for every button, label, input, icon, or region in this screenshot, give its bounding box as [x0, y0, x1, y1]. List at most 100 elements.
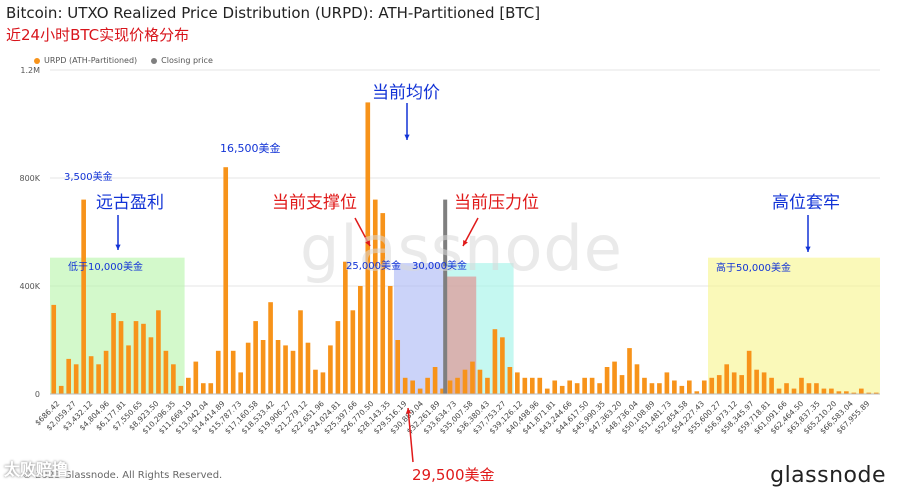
bar — [529, 377, 535, 394]
bar — [163, 350, 169, 394]
bar — [215, 350, 221, 394]
annotation-29500: 29,500美金 — [412, 466, 495, 484]
bar — [716, 375, 722, 394]
bar — [844, 391, 849, 394]
bar — [268, 302, 273, 394]
bar — [761, 372, 767, 394]
annotation-25000: 25,000美金 — [346, 261, 401, 272]
bar — [567, 380, 573, 394]
bar — [694, 391, 700, 394]
bar — [372, 199, 378, 394]
bar — [821, 388, 827, 394]
bar — [365, 102, 371, 395]
bar — [574, 383, 580, 394]
bar — [357, 286, 363, 394]
annotation-far-profit: 远古盈利 — [96, 193, 164, 213]
annotation-below-10k: 低于10,000美金 — [68, 262, 143, 273]
zone-below-10k — [50, 257, 185, 394]
legend-dot-closing — [151, 57, 158, 64]
bar — [73, 364, 79, 394]
bar — [462, 369, 468, 394]
bar — [260, 340, 266, 394]
bar — [402, 377, 408, 394]
bar — [701, 380, 707, 394]
bar — [851, 392, 857, 394]
bar — [290, 350, 296, 394]
bar — [410, 380, 415, 394]
arrow-avg-price — [404, 103, 410, 140]
y-tick-label: 400K — [19, 282, 40, 291]
bar — [873, 392, 879, 394]
arrow-29500 — [405, 407, 414, 463]
bar — [724, 364, 730, 394]
annotation-high-trapped: 高位套牢 — [772, 193, 840, 213]
bar — [515, 372, 520, 394]
bar — [537, 377, 543, 394]
bar — [455, 377, 460, 394]
bar — [156, 310, 161, 394]
bar — [769, 377, 774, 394]
bar — [627, 348, 632, 394]
bar — [672, 380, 677, 394]
bar — [552, 380, 558, 394]
bar — [118, 321, 124, 394]
bar — [597, 383, 602, 394]
bar — [836, 391, 842, 394]
bar — [829, 388, 834, 394]
bar — [507, 367, 513, 394]
bar — [238, 372, 243, 394]
bar — [440, 388, 445, 394]
bar — [425, 377, 430, 394]
bar — [96, 364, 101, 394]
annotation-bar-16500: 16,500美金 — [220, 142, 281, 155]
bar — [305, 342, 311, 394]
chart-subtitle: 近24小时BTC实现价格分布 — [6, 26, 190, 44]
bar — [470, 361, 475, 394]
logo-watermark: 太败赔撸 — [4, 460, 69, 479]
bar — [81, 199, 86, 394]
annotation-resistance: 当前压力位 — [454, 193, 539, 213]
bar — [642, 377, 647, 394]
zone-above-50k — [708, 257, 880, 394]
bar — [679, 385, 685, 394]
bar — [343, 261, 348, 394]
bar — [589, 377, 595, 394]
legend-item-urpd[interactable]: URPD (ATH-Partitioned) — [34, 56, 137, 65]
bar — [133, 321, 139, 394]
bar — [746, 350, 752, 394]
bar — [320, 372, 326, 394]
bar — [66, 358, 72, 394]
bar — [380, 213, 386, 394]
bar — [485, 377, 490, 394]
annotation-support: 当前支撑位 — [272, 193, 357, 213]
bar — [447, 380, 453, 394]
arrow-far-profit — [115, 215, 121, 250]
bar — [88, 356, 94, 394]
bar — [649, 383, 655, 394]
bar — [858, 388, 864, 394]
bar — [866, 392, 872, 394]
bar — [612, 361, 617, 394]
zone-support — [393, 263, 447, 394]
bar — [350, 310, 356, 394]
chart-title: Bitcoin: UTXO Realized Price Distributio… — [6, 4, 541, 22]
legend-item-closing[interactable]: Closing price — [151, 56, 213, 65]
bar — [51, 304, 57, 394]
bar — [298, 310, 303, 394]
bar — [544, 388, 550, 394]
bar — [171, 364, 176, 394]
legend-label-closing: Closing price — [161, 56, 213, 65]
bar — [200, 383, 206, 394]
bar — [283, 345, 288, 394]
bar — [193, 361, 199, 394]
bar — [582, 377, 587, 394]
bar — [776, 388, 782, 394]
bar — [754, 369, 759, 394]
bar — [328, 345, 333, 394]
annotation-above-50k: 高于50,000美金 — [716, 263, 791, 274]
closing-price-bar — [443, 199, 448, 394]
glassnode-logo[interactable]: glassnode — [770, 463, 886, 488]
bar — [791, 388, 797, 394]
bar — [709, 377, 715, 394]
bar — [604, 367, 610, 394]
